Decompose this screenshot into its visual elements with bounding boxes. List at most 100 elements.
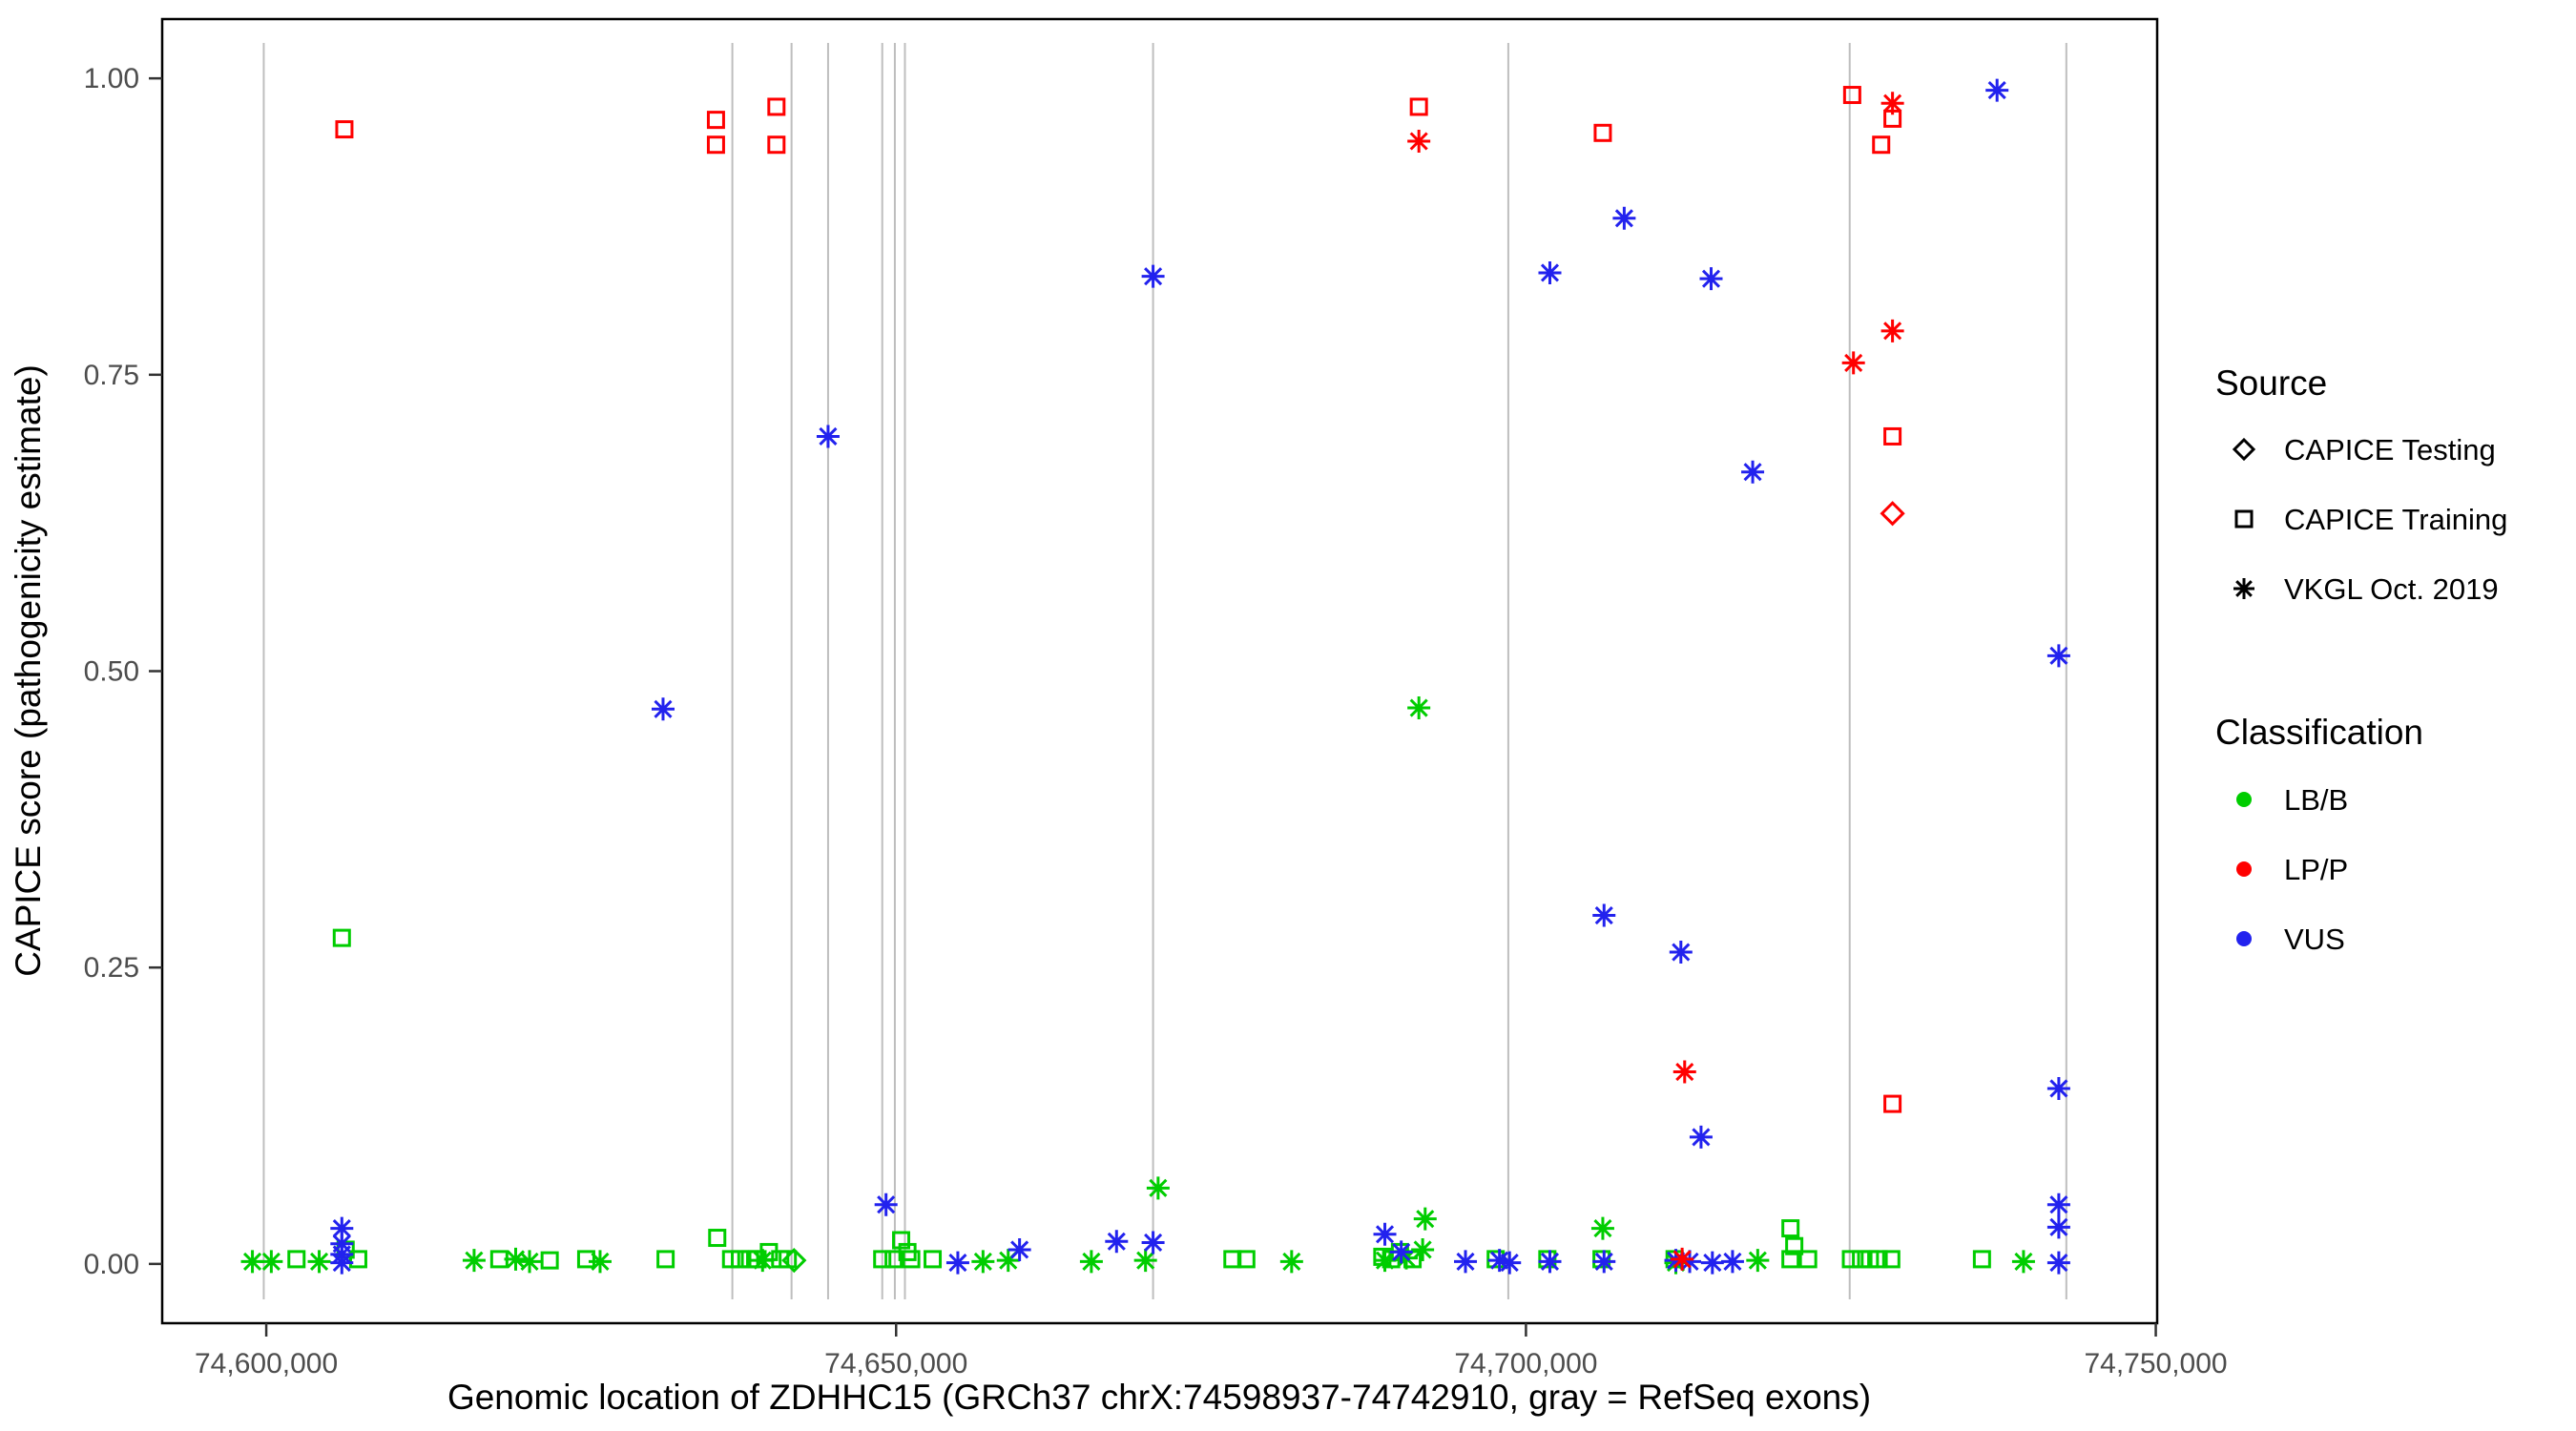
vkgl-asterisk-marker — [1146, 1176, 1170, 1200]
data-points-layer — [240, 78, 2070, 1275]
vkgl-asterisk-marker — [1880, 92, 1904, 115]
vkgl-asterisk-marker — [1373, 1249, 1397, 1273]
vkgl-asterisk-marker — [504, 1247, 528, 1271]
x-axis-title: Genomic location of ZDHHC15 (GRCh37 chrX… — [447, 1378, 1871, 1417]
legend-asterisk-icon — [2233, 578, 2254, 599]
training-square-marker — [1236, 1250, 1256, 1269]
y-tick-label: 1.00 — [84, 63, 139, 94]
x-tick-label: 74,750,000 — [2084, 1348, 2227, 1379]
vkgl-asterisk-marker — [1592, 903, 1616, 927]
legend-item-vkgl-oct-2019: VKGL Oct. 2019 — [2233, 572, 2499, 606]
vkgl-asterisk-marker — [874, 1192, 898, 1216]
vkgl-asterisk-marker — [240, 1250, 264, 1274]
legend-diamond-icon — [2232, 437, 2256, 462]
training-square-marker — [902, 1250, 921, 1269]
legend-color-dot-icon — [2236, 792, 2252, 807]
vkgl-asterisk-marker — [971, 1250, 995, 1274]
panel-background — [162, 19, 2157, 1323]
vkgl-asterisk-marker — [945, 1251, 969, 1275]
legend-item-capice-training: CAPICE Training — [2234, 503, 2507, 536]
vkgl-asterisk-marker — [816, 425, 840, 448]
training-square-marker — [1593, 123, 1612, 142]
vkgl-asterisk-marker — [1669, 941, 1693, 964]
vkgl-asterisk-marker — [1880, 319, 1904, 342]
vkgl-asterisk-marker — [2046, 1192, 2070, 1216]
vkgl-asterisk-marker — [1133, 1249, 1157, 1273]
vkgl-asterisk-marker — [1746, 1249, 1770, 1273]
vkgl-asterisk-marker — [1407, 130, 1431, 154]
vkgl-asterisk-marker — [307, 1250, 331, 1274]
training-square-marker — [576, 1250, 595, 1269]
vkgl-asterisk-marker — [1538, 1250, 1562, 1274]
training-square-marker — [767, 97, 786, 116]
training-square-marker — [335, 120, 354, 139]
training-square-marker — [708, 1229, 727, 1248]
testing-diamond-marker — [781, 1248, 807, 1274]
vkgl-asterisk-marker — [1612, 206, 1636, 230]
training-square-marker — [287, 1250, 306, 1269]
training-square-marker — [1883, 1094, 1902, 1113]
training-square-marker — [1883, 426, 1902, 446]
legend-item-label: VUS — [2284, 923, 2345, 956]
vkgl-asterisk-marker — [1389, 1240, 1413, 1264]
y-tick-label: 0.75 — [84, 360, 139, 391]
vkgl-asterisk-marker — [1841, 351, 1865, 375]
training-square-marker — [873, 1250, 892, 1269]
training-square-marker — [656, 1250, 675, 1269]
training-square-marker — [731, 1250, 750, 1269]
legend-item-label: CAPICE Testing — [2284, 433, 2496, 467]
legend-item-lb-b: LB/B — [2236, 783, 2348, 817]
vkgl-asterisk-marker — [1079, 1250, 1103, 1274]
training-square-marker — [1409, 97, 1428, 116]
vkgl-asterisk-marker — [1720, 1250, 1744, 1274]
y-axis: 0.00 0.25 0.50 0.75 1.00 — [84, 63, 162, 1280]
vkgl-asterisk-marker — [1411, 1237, 1435, 1261]
vkgl-asterisk-marker — [1672, 1060, 1696, 1084]
legend-item-label: LP/P — [2284, 853, 2348, 886]
vkgl-asterisk-marker — [1592, 1250, 1616, 1274]
training-square-marker — [540, 1251, 559, 1270]
vkgl-asterisk-marker — [588, 1250, 612, 1274]
vkgl-asterisk-marker — [2046, 1251, 2070, 1275]
vkgl-asterisk-marker — [1454, 1250, 1478, 1274]
vkgl-asterisk-marker — [1700, 1251, 1724, 1275]
vkgl-asterisk-marker — [1105, 1230, 1129, 1254]
training-square-marker — [1869, 1250, 1888, 1269]
vkgl-asterisk-marker — [1741, 460, 1765, 484]
training-square-marker — [1842, 86, 1861, 105]
training-square-marker — [924, 1250, 943, 1269]
vkgl-asterisk-marker — [2046, 1215, 2070, 1239]
training-square-marker — [1592, 1250, 1611, 1269]
vkgl-asterisk-marker — [1487, 1249, 1511, 1273]
training-square-marker — [1881, 1250, 1901, 1269]
vkgl-asterisk-marker — [1413, 1207, 1437, 1231]
training-square-marker — [706, 135, 725, 155]
vkgl-asterisk-marker — [1538, 260, 1562, 284]
training-square-marker — [1538, 1250, 1557, 1269]
vkgl-asterisk-marker — [1141, 1231, 1165, 1255]
vkgl-asterisk-marker — [518, 1250, 542, 1274]
testing-diamond-marker — [1880, 501, 1905, 527]
vkgl-asterisk-marker — [1699, 267, 1723, 291]
training-square-marker — [1781, 1219, 1800, 1238]
vkgl-asterisk-marker — [1498, 1251, 1522, 1275]
x-tick-label: 74,650,000 — [824, 1348, 967, 1379]
y-tick-label: 0.50 — [84, 656, 139, 688]
vkgl-asterisk-marker — [260, 1250, 283, 1274]
vkgl-asterisk-marker — [1141, 264, 1165, 288]
vkgl-asterisk-marker — [1985, 78, 2009, 102]
vkgl-asterisk-marker — [2046, 644, 2070, 668]
legend-source-title: Source — [2215, 363, 2327, 403]
vkgl-asterisk-marker — [1678, 1250, 1702, 1274]
training-square-marker — [332, 928, 351, 947]
vkgl-asterisk-marker — [2046, 1076, 2070, 1100]
legend-item-lp-p: LP/P — [2236, 853, 2348, 886]
legend-color-dot-icon — [2236, 931, 2252, 946]
x-axis: 74,600,000 74,650,000 74,700,000 74,750,000 — [195, 1323, 2228, 1379]
vkgl-asterisk-marker — [651, 697, 675, 721]
legend-classification-title: Classification — [2215, 713, 2423, 752]
legend-item-vus: VUS — [2236, 923, 2345, 956]
training-square-marker — [779, 1250, 798, 1269]
